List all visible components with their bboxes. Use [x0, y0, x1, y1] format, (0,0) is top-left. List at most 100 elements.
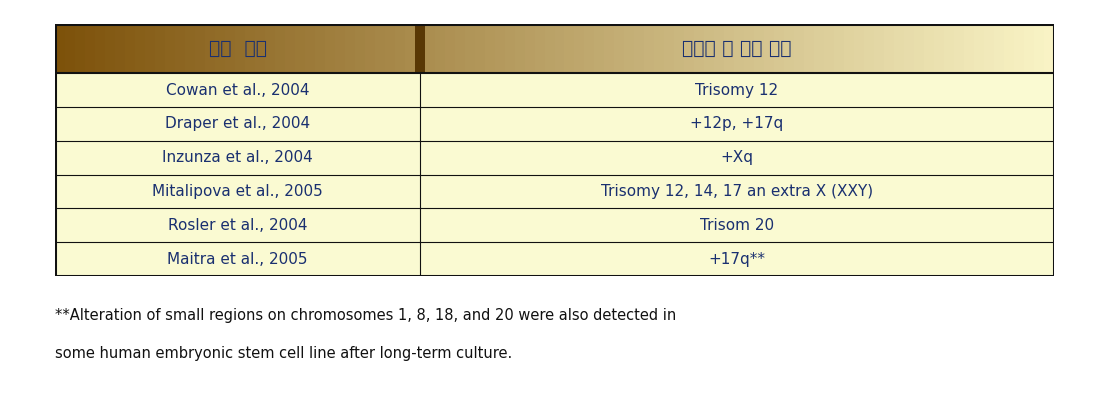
Bar: [335, 24, 347, 73]
Text: +Xq: +Xq: [720, 150, 753, 165]
Bar: [1034, 24, 1046, 73]
Text: some human embryonic stem cell line after long-term culture.: some human embryonic stem cell line afte…: [55, 346, 512, 361]
Bar: [495, 24, 507, 73]
Bar: [325, 24, 337, 73]
Bar: [854, 24, 866, 73]
Bar: [974, 24, 986, 73]
Bar: [345, 24, 357, 73]
Bar: [814, 24, 826, 73]
Bar: [55, 174, 1054, 208]
Bar: [55, 242, 1054, 276]
Bar: [1014, 24, 1026, 73]
Bar: [1024, 24, 1036, 73]
Text: Trisomy 12, 14, 17 an extra X (XXY): Trisomy 12, 14, 17 an extra X (XXY): [601, 184, 873, 199]
Bar: [774, 24, 786, 73]
Bar: [55, 208, 1054, 242]
Bar: [105, 24, 118, 73]
Bar: [405, 24, 417, 73]
Bar: [734, 24, 746, 73]
Bar: [505, 24, 517, 73]
Bar: [904, 24, 916, 73]
Bar: [85, 24, 98, 73]
Bar: [275, 24, 287, 73]
Bar: [574, 24, 587, 73]
Bar: [654, 24, 667, 73]
Bar: [584, 24, 597, 73]
Bar: [844, 24, 856, 73]
Bar: [385, 24, 397, 73]
Bar: [175, 24, 187, 73]
Bar: [724, 24, 736, 73]
Bar: [964, 24, 976, 73]
Bar: [365, 24, 377, 73]
Bar: [115, 24, 128, 73]
Bar: [894, 24, 906, 73]
Bar: [784, 24, 796, 73]
Text: Trisom 20: Trisom 20: [700, 218, 774, 233]
Text: Rosler et al., 2004: Rosler et al., 2004: [167, 218, 307, 233]
Bar: [614, 24, 627, 73]
Bar: [295, 24, 307, 73]
Bar: [1044, 24, 1056, 73]
Bar: [694, 24, 706, 73]
Bar: [205, 24, 217, 73]
Bar: [934, 24, 946, 73]
Bar: [874, 24, 886, 73]
Bar: [604, 24, 617, 73]
Text: Trisomy 12: Trisomy 12: [695, 82, 779, 98]
Bar: [674, 24, 686, 73]
Bar: [55, 141, 1054, 174]
Bar: [435, 24, 447, 73]
Text: **Alteration of small regions on chromosomes 1, 8, 18, and 20 were also detected: **Alteration of small regions on chromos…: [55, 308, 676, 323]
Bar: [884, 24, 896, 73]
Bar: [395, 24, 407, 73]
Bar: [165, 24, 177, 73]
Text: 판련  문헌: 판련 문헌: [208, 39, 266, 58]
Text: 염색체 수 이상 형태: 염색체 수 이상 형태: [682, 39, 792, 58]
Bar: [475, 24, 487, 73]
Bar: [924, 24, 936, 73]
Bar: [55, 107, 1054, 141]
Bar: [794, 24, 806, 73]
Bar: [125, 24, 138, 73]
Bar: [804, 24, 816, 73]
Bar: [954, 24, 966, 73]
Text: Maitra et al., 2005: Maitra et al., 2005: [167, 252, 308, 266]
Bar: [554, 24, 567, 73]
Bar: [75, 24, 88, 73]
Text: Inzunza et al., 2004: Inzunza et al., 2004: [162, 150, 313, 165]
Bar: [415, 24, 427, 73]
Bar: [525, 24, 537, 73]
Bar: [1004, 24, 1016, 73]
Text: Cowan et al., 2004: Cowan et al., 2004: [166, 82, 309, 98]
Bar: [225, 24, 237, 73]
Bar: [445, 24, 457, 73]
Text: Mitalipova et al., 2005: Mitalipova et al., 2005: [152, 184, 323, 199]
Bar: [564, 24, 577, 73]
Bar: [545, 24, 557, 73]
Bar: [914, 24, 926, 73]
Bar: [315, 24, 327, 73]
Bar: [714, 24, 726, 73]
Bar: [305, 24, 317, 73]
Bar: [594, 24, 607, 73]
Bar: [864, 24, 876, 73]
Bar: [145, 24, 157, 73]
Bar: [135, 24, 147, 73]
Bar: [195, 24, 207, 73]
Bar: [95, 24, 108, 73]
Bar: [285, 24, 297, 73]
Bar: [944, 24, 956, 73]
Bar: [684, 24, 696, 73]
Bar: [235, 24, 247, 73]
Bar: [55, 24, 68, 73]
Bar: [994, 24, 1006, 73]
Bar: [215, 24, 227, 73]
Bar: [764, 24, 776, 73]
Bar: [644, 24, 657, 73]
Bar: [664, 24, 676, 73]
Bar: [465, 24, 477, 73]
Bar: [65, 24, 78, 73]
Bar: [455, 24, 467, 73]
Bar: [535, 24, 547, 73]
